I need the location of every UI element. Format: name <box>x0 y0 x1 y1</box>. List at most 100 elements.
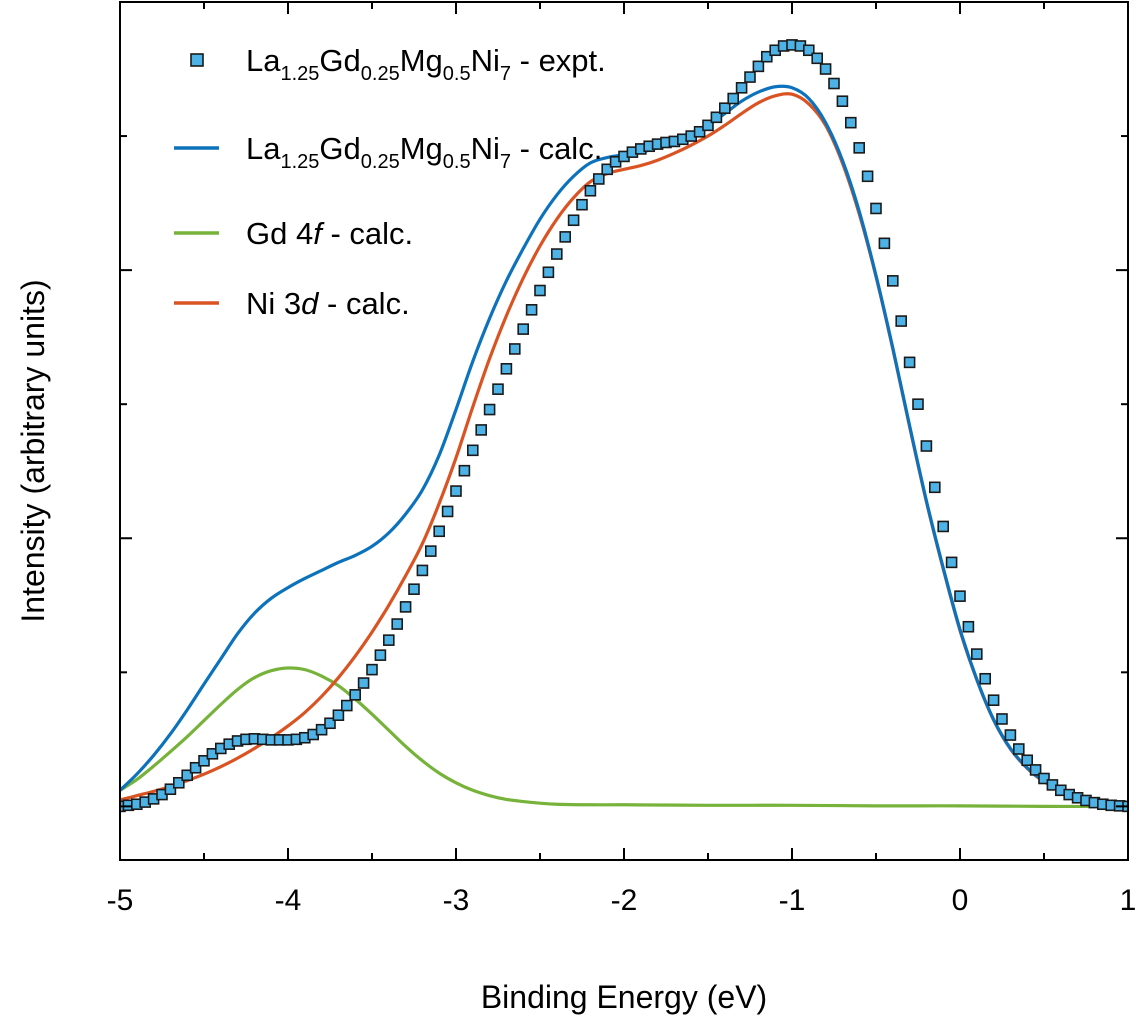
data-point <box>1012 743 1025 755</box>
data-point <box>954 590 966 602</box>
data-point <box>315 723 328 736</box>
data-point <box>391 618 404 630</box>
data-point <box>693 125 706 138</box>
data-point <box>928 481 941 494</box>
data-point <box>987 694 1000 707</box>
legend-label: Gd 4f - calc. <box>246 216 413 251</box>
y-axis-title: Intensity (arbitrary units) <box>15 279 51 622</box>
data-point <box>920 440 933 452</box>
series-layer <box>120 39 1128 813</box>
data-point <box>173 776 185 789</box>
ticks-layer: -5 -4 -3 -2 -1 0 1 <box>107 1 1136 917</box>
data-point <box>970 648 983 660</box>
data-point <box>861 170 874 183</box>
legend: La1.25Gd0.25Mg0.5Ni7 - expt. La1.25Gd0.25… <box>174 43 606 321</box>
data-point <box>718 102 731 114</box>
data-point <box>324 717 336 730</box>
data-point <box>483 403 496 416</box>
data-point <box>374 649 387 661</box>
data-point <box>1021 754 1034 767</box>
data-point <box>458 464 471 477</box>
data-point <box>1004 729 1017 741</box>
x-tick-label: -3 <box>443 884 470 917</box>
data-point <box>1038 772 1050 785</box>
data-point <box>416 564 429 577</box>
data-point <box>542 266 555 279</box>
data-point <box>517 323 530 335</box>
data-point <box>802 44 815 57</box>
data-point <box>601 163 614 176</box>
x-axis-title: Binding Energy (eV) <box>481 979 767 1015</box>
data-point <box>525 304 538 316</box>
x-tick-label: -2 <box>611 884 638 917</box>
data-point <box>559 231 572 243</box>
series-line-ni3d <box>120 92 1128 808</box>
data-point <box>576 198 588 211</box>
data-point <box>181 769 193 782</box>
data-point <box>710 111 723 124</box>
data-point <box>735 82 748 94</box>
data-point <box>853 142 866 154</box>
data-point <box>492 383 504 395</box>
data-point <box>828 77 840 90</box>
data-point <box>349 689 362 701</box>
data-point <box>760 50 773 63</box>
data-point <box>340 699 353 712</box>
data-point <box>996 713 1008 725</box>
data-point <box>836 95 849 108</box>
legend-entry-gd4f: Gd 4f - calc. <box>174 216 413 251</box>
data-point <box>433 525 446 538</box>
series-markers-expt <box>120 39 1128 813</box>
data-point <box>702 119 714 132</box>
data-point <box>937 520 950 533</box>
data-point <box>189 761 202 774</box>
series-line-total <box>120 84 1128 808</box>
data-point <box>198 754 210 767</box>
data-point <box>399 601 412 613</box>
data-point <box>727 92 740 105</box>
data-point <box>752 60 765 73</box>
data-point <box>912 398 924 410</box>
data-point <box>962 620 975 633</box>
legend-label: La1.25Gd0.25Mg0.5Ni7 - calc. <box>246 131 602 173</box>
x-tick-label: 1 <box>1120 884 1136 917</box>
data-point <box>508 343 521 355</box>
data-point <box>592 173 605 185</box>
data-point <box>945 556 958 569</box>
legend-label: La1.25Gd0.25Mg0.5Ni7 - expt. <box>246 43 606 85</box>
data-point <box>819 63 832 75</box>
legend-label: Ni 3d - calc. <box>246 286 410 321</box>
data-point <box>366 663 378 676</box>
data-point <box>475 424 488 436</box>
data-point <box>550 248 563 260</box>
legend-entry-total: La1.25Gd0.25Mg0.5Ni7 - calc. <box>174 131 602 173</box>
data-point <box>357 677 370 689</box>
data-point <box>332 709 345 722</box>
data-point <box>878 237 891 250</box>
data-point <box>164 783 177 796</box>
data-point <box>441 505 454 518</box>
x-tick-label: 0 <box>952 884 969 917</box>
data-point <box>408 583 420 595</box>
data-point <box>450 485 462 497</box>
data-point <box>584 184 597 197</box>
data-point <box>500 362 513 375</box>
data-point <box>979 672 992 685</box>
data-point <box>382 634 395 646</box>
data-point <box>744 71 756 83</box>
x-tick-label: -4 <box>275 884 302 917</box>
data-point <box>811 52 824 65</box>
data-point <box>886 275 899 287</box>
data-point <box>870 202 882 215</box>
legend-entry-ni3d: Ni 3d - calc. <box>174 286 410 321</box>
data-point <box>1029 764 1042 776</box>
legend-entry-expt: La1.25Gd0.25Mg0.5Ni7 - expt. <box>190 43 606 85</box>
data-point <box>567 214 580 227</box>
data-point <box>895 315 908 327</box>
legend-marker <box>190 53 204 67</box>
data-point <box>424 545 437 557</box>
series-line-gd4f <box>120 666 1128 809</box>
data-point <box>903 356 916 369</box>
x-tick-label: -5 <box>107 884 134 917</box>
